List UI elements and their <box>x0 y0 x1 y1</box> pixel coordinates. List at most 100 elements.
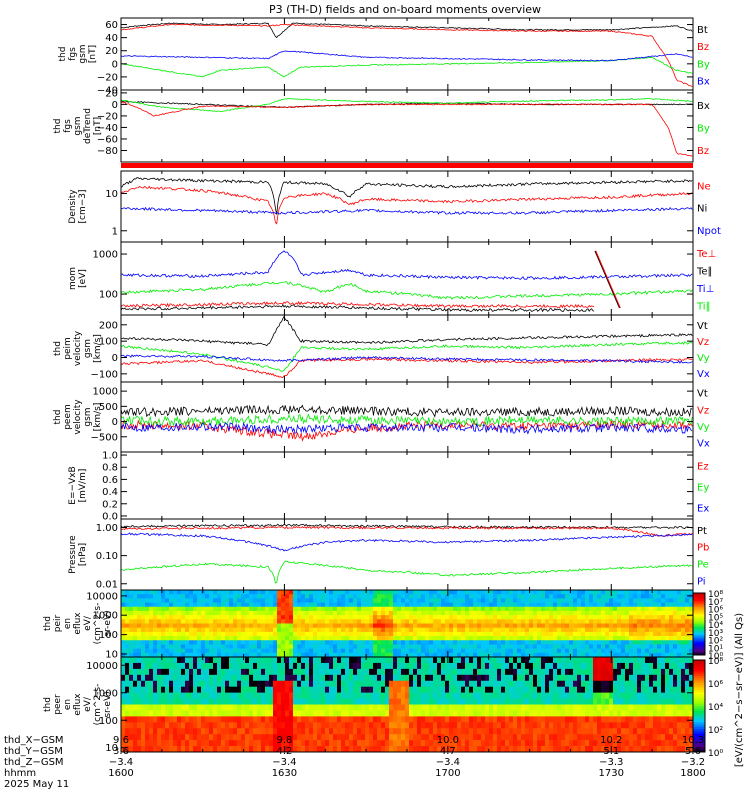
y-label-line: [nPa] <box>78 543 88 566</box>
panel-5: 200 100 0 −100 thd peim velocity gsm [km/s] Vt Vz V… <box>53 314 710 383</box>
legend-ni: Ni <box>697 204 707 215</box>
series-by-line <box>120 97 693 112</box>
x-tick-value: 10.2 <box>600 735 622 746</box>
x-row-label: thd_Y−GSM <box>4 746 63 757</box>
x-tick-value: −3.4 <box>272 757 296 768</box>
y-tick-label: 1000 <box>93 250 118 261</box>
series-pt-line <box>120 523 693 529</box>
legend-te: Te∥ <box>696 267 713 278</box>
colorbar-tick-label: 10² <box>708 637 723 647</box>
y-tick-label: −60 <box>97 134 118 145</box>
y-tick-label: 10 <box>105 649 118 660</box>
series-te-line <box>120 303 595 313</box>
y-tick-label: 20 <box>105 46 118 57</box>
legend-ex: Ex <box>697 504 709 515</box>
spectrogram-electron <box>121 657 694 753</box>
y-tick-label: 1.0 <box>102 451 118 462</box>
y-label-line: eV/ <box>83 696 93 712</box>
y-tick-label: 0 <box>112 59 118 70</box>
y-tick-label: 0.8 <box>102 463 118 474</box>
colorbar-tick-label: 10⁶ <box>708 680 723 690</box>
legend-pb: Pb <box>697 543 709 554</box>
y-label-line: velocity <box>73 399 83 435</box>
y-axis-label: thd fgs gsm [nT] <box>58 44 98 63</box>
y-label-line: thd <box>53 410 63 425</box>
panel-frame <box>120 170 694 243</box>
legend-bz: Bz <box>697 42 709 53</box>
y-tick-label: 100 <box>99 290 118 301</box>
legend-pe: Pe <box>697 560 709 571</box>
y-label-line: peim <box>63 337 73 360</box>
y-tick-label: 1000 <box>93 387 118 398</box>
x-tick-value: −3.2 <box>681 757 705 768</box>
legend-vt: Vt <box>697 321 708 332</box>
series-by-line <box>120 56 693 78</box>
legend-vz: Vz <box>697 337 709 348</box>
y-tick-label: 0.10 <box>96 551 118 562</box>
series-bt-line <box>120 22 693 39</box>
colorbars: 10⁸10⁷10⁶10⁵10⁴10³10²10¹10⁰10⁸10⁶10⁴10²1… <box>692 590 745 767</box>
panel-frame <box>120 451 694 520</box>
panel-9: 10000 1000 100 10 thd peir en eflux eV/(cm^2-s-s… <box>43 589 694 660</box>
x-tick-value: 1630 <box>272 768 297 779</box>
series-vx-line <box>120 422 693 435</box>
mode-bar <box>121 163 693 168</box>
series-vy-line <box>120 341 693 372</box>
y-axis-label: E=−VxB [mV/m] <box>68 466 88 504</box>
y-label-line: eflux <box>73 693 83 716</box>
colorbar-tick-label: 10⁴ <box>708 703 723 713</box>
y-axis-label: thd peem velocity gsm [km/s] <box>53 399 103 435</box>
x-tick-value: 1700 <box>435 768 460 779</box>
x-tick-value: 3.6 <box>113 746 129 757</box>
series-bz-line <box>120 23 693 88</box>
series-vt-line <box>120 404 693 418</box>
legend-vy: Vy <box>697 353 710 364</box>
colorbar-tick-label: 10⁸ <box>708 590 723 600</box>
y-tick-label: 40 <box>105 33 118 44</box>
panel-7: 1.00.80.60.40.20.0 E=−VxB [mV/m] Ez Ey Ex <box>68 451 709 523</box>
y-label-line: gsm <box>73 116 83 135</box>
y-label-line: [km/s] <box>93 403 103 432</box>
series-pb-line <box>121 525 693 537</box>
y-label-line: fgs <box>63 119 73 133</box>
y-tick-label: 60 <box>105 20 118 31</box>
panel-frame <box>120 89 694 163</box>
panel-8: 1.00 0.10 0.01 Pressure [nPa] Pt Pb Pe Pi <box>68 518 709 591</box>
y-label-line: fgs <box>68 47 78 61</box>
y-label-line: (cm^2-s- <box>93 684 103 726</box>
y-tick-label: −40 <box>97 123 118 134</box>
y-tick-label: 10 <box>105 743 118 754</box>
y-label-line: peir <box>53 614 63 632</box>
y-label-line: sr-eV) <box>103 691 113 717</box>
y-tick-label: 0.0 <box>102 511 118 522</box>
series-bz-line <box>120 101 693 157</box>
legend-bx: Bx <box>697 101 710 112</box>
x-tick-value: 10.0 <box>437 735 459 746</box>
legend-ti: Ti∥ <box>696 301 711 312</box>
legend-by: By <box>697 59 710 70</box>
y-label-line: [mV/m] <box>78 469 88 503</box>
x-tick-value: 4.7 <box>440 746 456 757</box>
y-label-line: eV/ <box>83 615 93 631</box>
legend-ez: Ez <box>697 462 709 473</box>
series-ne-line <box>120 185 693 225</box>
legend-vx: Vx <box>697 439 710 450</box>
y-tick-label: 10000 <box>86 591 118 602</box>
x-row-label: thd_X−GSM <box>4 735 64 746</box>
colorbar-tick-label: 10² <box>708 726 723 736</box>
x-tick-value: 5.1 <box>603 746 619 757</box>
y-axis-label: thd peer en eflux eV/(cm^2-s-sr-eV) <box>43 684 113 726</box>
series-pe-line <box>120 560 693 584</box>
y-label-line: E=−VxB <box>68 466 78 504</box>
y-tick-label: 0.01 <box>96 579 118 590</box>
panel-frame <box>120 381 694 453</box>
y-axis-label: thd peir en eflux eV/(cm^2-s-sr-eV) <box>43 603 113 645</box>
y-label-line: [nT] <box>93 117 103 135</box>
x-tick-value: 5.6 <box>685 746 701 757</box>
colorbar-tick-label: 10⁰ <box>708 749 723 759</box>
y-label-line: [nT] <box>88 45 98 63</box>
y-tick-label: 100 <box>99 630 118 641</box>
